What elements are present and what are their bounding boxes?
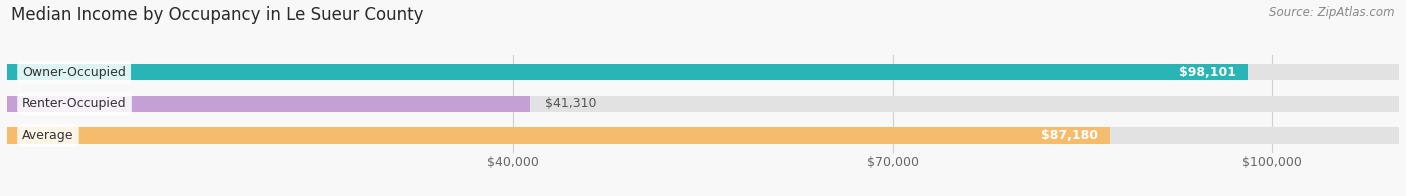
Text: $98,101: $98,101 — [1178, 66, 1236, 79]
Bar — [7, 64, 1399, 81]
Bar — [7, 96, 530, 112]
Bar — [7, 64, 1249, 81]
Bar — [7, 127, 1399, 144]
Text: Average: Average — [22, 129, 73, 142]
Text: Owner-Occupied: Owner-Occupied — [22, 66, 127, 79]
Text: Median Income by Occupancy in Le Sueur County: Median Income by Occupancy in Le Sueur C… — [11, 6, 423, 24]
Text: $87,180: $87,180 — [1040, 129, 1098, 142]
Text: Renter-Occupied: Renter-Occupied — [22, 97, 127, 110]
Text: $41,310: $41,310 — [546, 97, 596, 110]
Bar — [7, 127, 1111, 144]
Text: Source: ZipAtlas.com: Source: ZipAtlas.com — [1270, 6, 1395, 19]
Bar — [7, 96, 1399, 112]
